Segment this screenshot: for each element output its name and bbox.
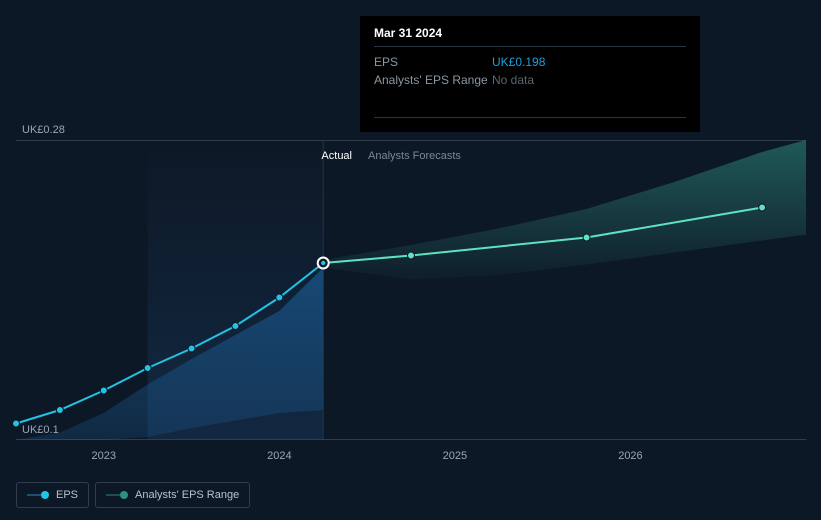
x-tick-label: 2026 [618, 450, 642, 462]
y-tick-label: UK£0.1 [22, 424, 59, 436]
legend-label: Analysts' EPS Range [135, 489, 239, 501]
x-tick-label: 2025 [443, 450, 467, 462]
tooltip-label: Analysts' EPS Range [374, 73, 492, 87]
tooltip-value: No data [492, 73, 534, 87]
legend-swatch-range [106, 491, 128, 499]
legend-swatch-eps [27, 491, 49, 499]
legend-item-range[interactable]: Analysts' EPS Range [95, 482, 250, 508]
x-tick-label: 2023 [92, 450, 116, 462]
region-label-forecast: Analysts Forecasts [368, 150, 461, 162]
region-label-actual: Actual [321, 150, 352, 162]
tooltip-date: Mar 31 2024 [374, 26, 686, 47]
x-tick-label: 2024 [267, 450, 291, 462]
tooltip-row-eps: EPS UK£0.198 [374, 53, 686, 71]
tooltip-label: EPS [374, 55, 492, 69]
legend-item-eps[interactable]: EPS [16, 482, 89, 508]
tooltip-row-range: Analysts' EPS Range No data [374, 71, 686, 89]
eps-chart[interactable] [16, 140, 806, 440]
tooltip-value: UK£0.198 [492, 55, 545, 69]
chart-legend: EPS Analysts' EPS Range [16, 482, 250, 508]
tooltip-divider [374, 117, 686, 118]
legend-label: EPS [56, 489, 78, 501]
y-tick-label: UK£0.28 [22, 124, 65, 136]
chart-tooltip: Mar 31 2024 EPS UK£0.198 Analysts' EPS R… [360, 16, 700, 132]
